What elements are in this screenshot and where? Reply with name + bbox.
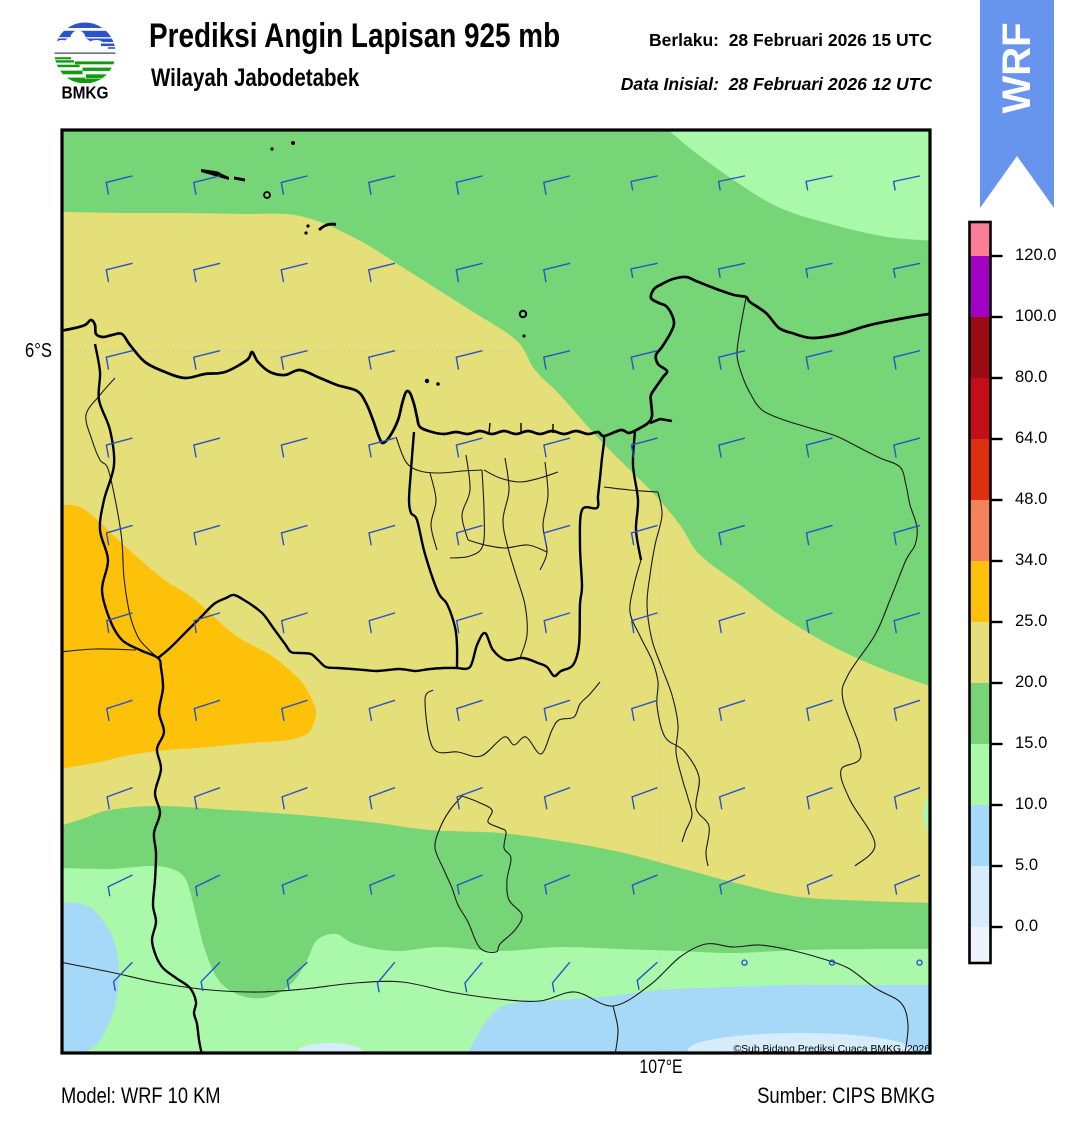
svg-text:BMKG: BMKG (61, 84, 108, 103)
